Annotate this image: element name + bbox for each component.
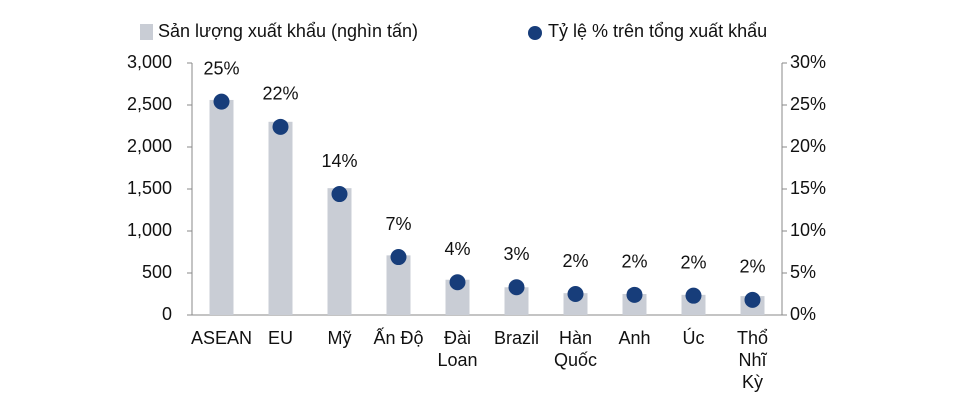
y2-tick-label: 5% — [790, 262, 816, 282]
x-tick-label: Ấn Độ — [373, 328, 424, 348]
dot — [331, 186, 348, 203]
y-tick-label: 500 — [142, 262, 172, 282]
x-tick-label: Úc — [682, 328, 705, 348]
x-tick-label: EU — [267, 328, 293, 348]
y-tick-label: 2,000 — [127, 136, 172, 156]
x-tick-label: Anh — [618, 328, 651, 348]
y-tick-label: 3,000 — [127, 52, 172, 72]
x-tick-label: Hàn Quốc — [553, 328, 598, 370]
x-tick-label: Brazil — [493, 328, 539, 348]
data-label: 2% — [680, 252, 706, 272]
dot — [508, 279, 525, 296]
data-label: 2% — [562, 251, 588, 271]
y-tick-label: 1,000 — [127, 220, 172, 240]
dot — [685, 287, 702, 304]
y2-tick-label: 15% — [790, 178, 826, 198]
dot — [449, 274, 466, 291]
data-label: 22% — [262, 84, 298, 104]
y2-tick-label: 25% — [790, 94, 826, 114]
legend-swatch — [140, 24, 153, 40]
data-label: 2% — [739, 257, 765, 277]
y2-tick-label: 10% — [790, 220, 826, 240]
legend-label: Sản lượng xuất khẩu (nghìn tấn) — [158, 21, 418, 41]
legend-swatch — [528, 26, 542, 40]
y-tick-label: 1,500 — [127, 178, 172, 198]
dot — [213, 93, 230, 110]
legend-label: Tỷ lệ % trên tổng xuất khẩu — [548, 21, 767, 41]
y2-tick-label: 20% — [790, 136, 826, 156]
x-tick-label: Đài Loan — [437, 328, 478, 370]
bar — [386, 255, 411, 315]
data-label: 3% — [503, 244, 529, 264]
x-tick-label: Mỹ — [327, 328, 352, 348]
y2-tick-label: 30% — [790, 52, 826, 72]
dot — [272, 118, 289, 135]
data-label: 2% — [621, 252, 647, 272]
data-label: 7% — [385, 214, 411, 234]
x-tick-label: ASEAN — [190, 328, 253, 348]
x-tick-label: Thổ Nhĩ Kỳ — [736, 328, 769, 392]
data-label: 4% — [444, 239, 470, 259]
y-tick-label: 0 — [162, 304, 172, 324]
dot — [626, 286, 643, 303]
y2-tick-label: 0% — [790, 304, 816, 324]
dot — [744, 291, 761, 308]
bar — [327, 188, 352, 315]
bar — [268, 121, 293, 315]
data-label: 25% — [203, 58, 239, 78]
dot — [567, 286, 584, 302]
bar — [209, 99, 234, 316]
data-label: 14% — [321, 151, 357, 171]
y-tick-label: 2,500 — [127, 94, 172, 114]
dot — [390, 249, 407, 266]
